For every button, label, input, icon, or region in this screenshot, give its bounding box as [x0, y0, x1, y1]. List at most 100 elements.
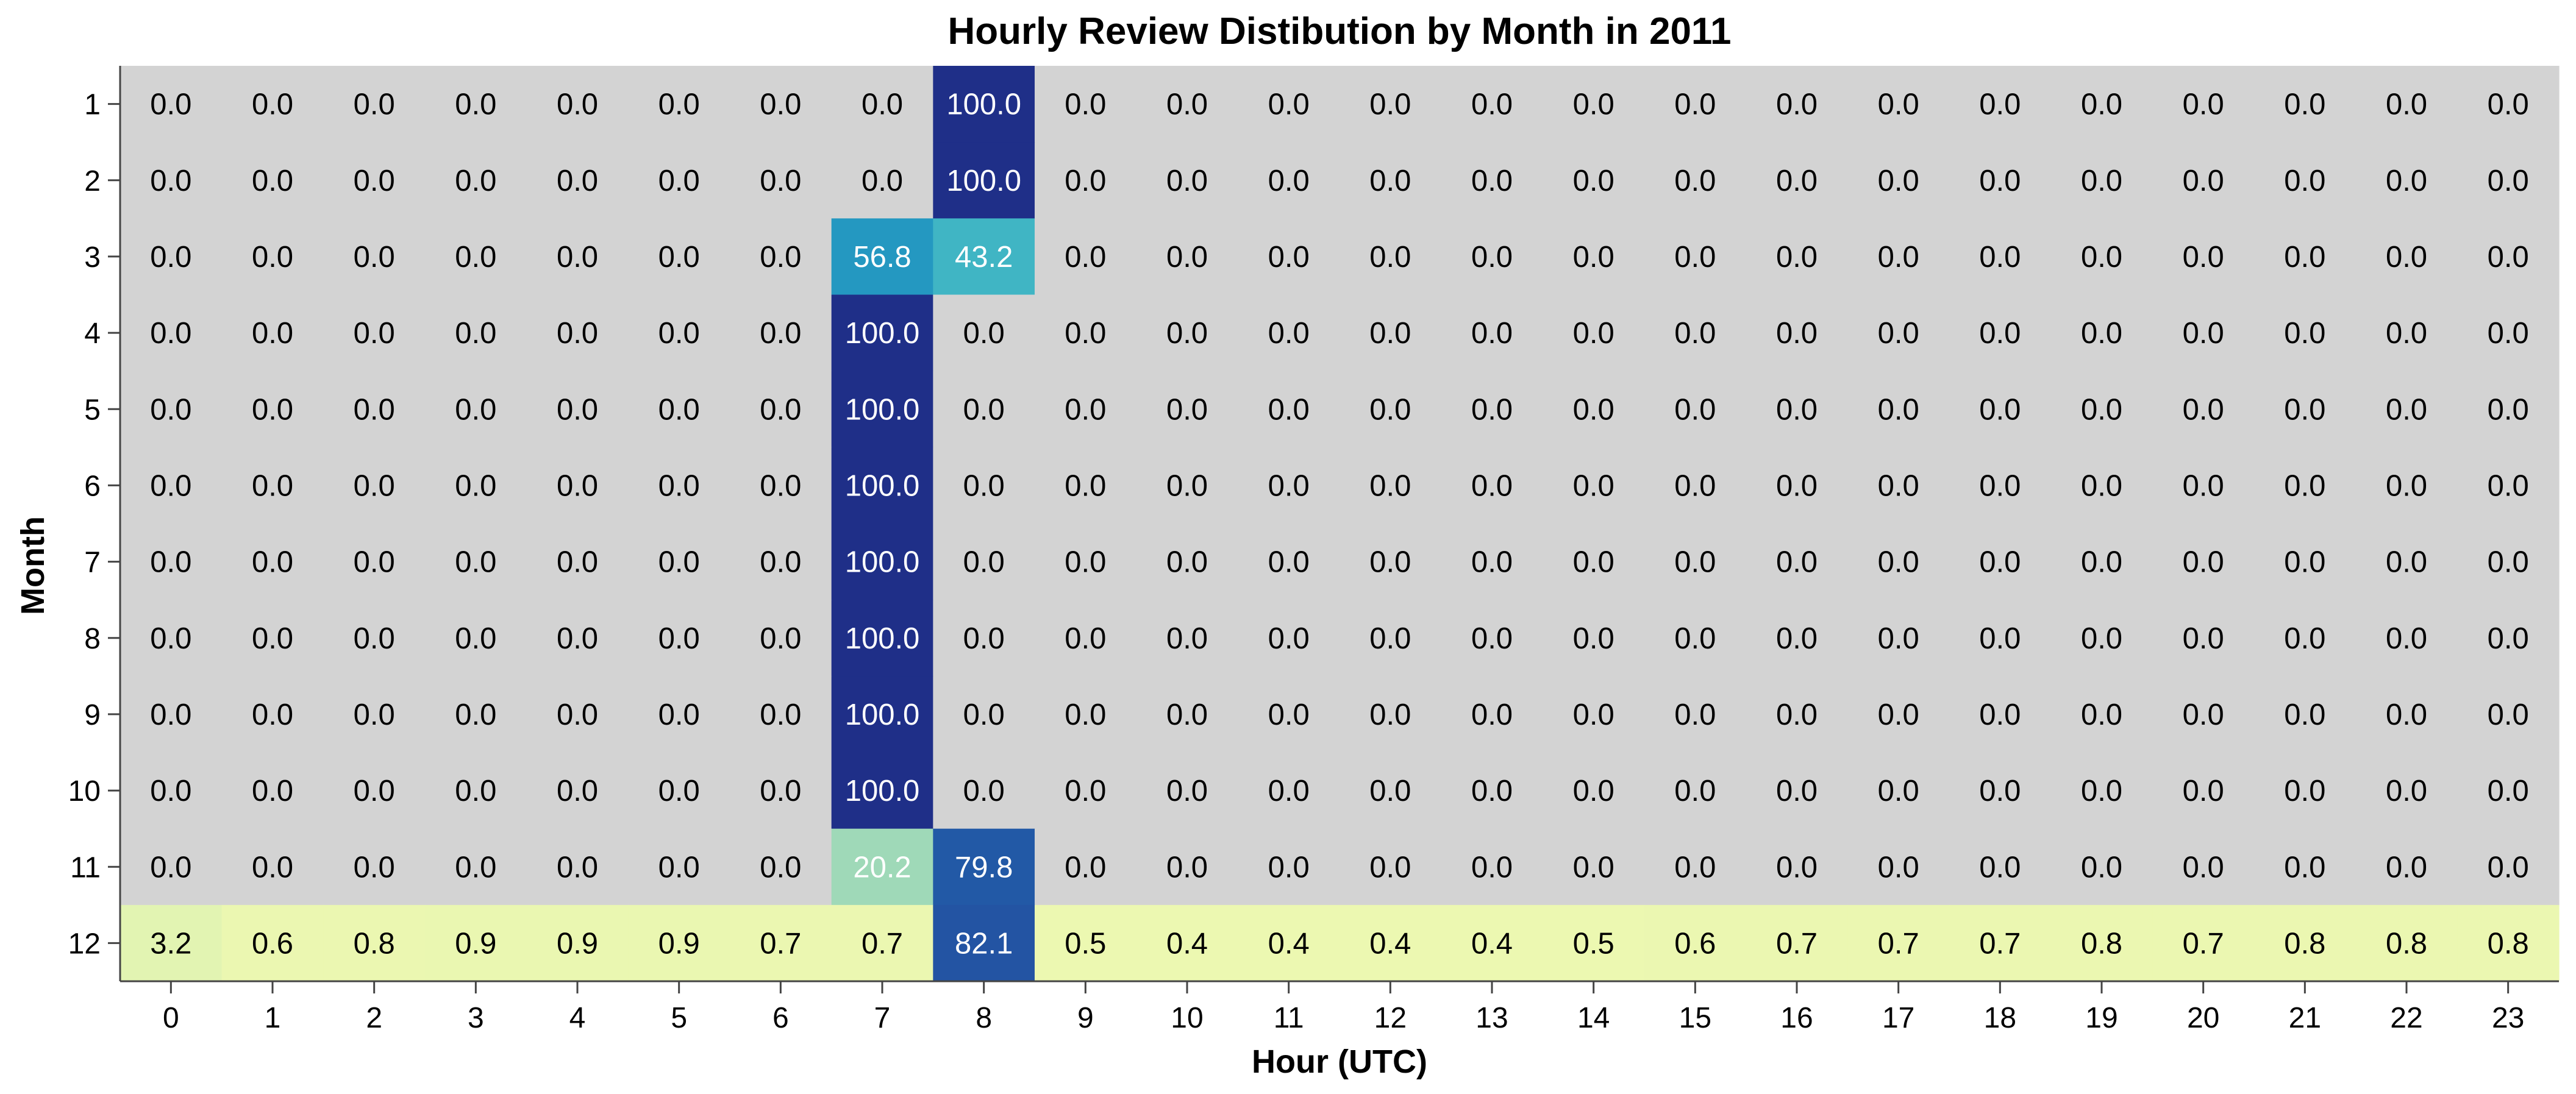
- heatmap-cell: [1238, 294, 1340, 372]
- heatmap-cell: [1644, 828, 1747, 906]
- cell-value-label: 0.0: [1979, 393, 2021, 426]
- heatmap-cell: [1847, 676, 1950, 753]
- cell-value-label: 0.0: [658, 317, 700, 350]
- heatmap-cell: [1543, 294, 1645, 372]
- cell-value-label: 0.0: [760, 317, 801, 350]
- heatmap-cell: [2254, 524, 2357, 600]
- heatmap-cell: [1035, 600, 1137, 677]
- cell-value-label: 0.0: [1166, 698, 1208, 731]
- heatmap-cell: [425, 904, 527, 982]
- cell-value-label: 0.0: [658, 698, 700, 731]
- cell-value-label: 0.0: [2488, 622, 2529, 655]
- cell-value-label: 0.0: [2081, 698, 2122, 731]
- cell-value-label: 0.0: [557, 851, 598, 884]
- heatmap-cell: [1847, 294, 1950, 372]
- heatmap-cell: [1746, 676, 1848, 753]
- heatmap-cell: [1949, 828, 2052, 906]
- heatmap-cell: [1746, 752, 1848, 829]
- cell-value-label: 0.0: [150, 241, 191, 274]
- heatmap-cell: [730, 524, 832, 600]
- cell-value-label: 0.0: [2488, 393, 2529, 426]
- cell-value-label: 0.0: [1878, 88, 1919, 121]
- heatmap-cell: [526, 218, 629, 296]
- x-tick-label: 22: [2390, 1002, 2422, 1034]
- cell-value-label: 0.0: [2183, 775, 2224, 808]
- cell-value-label: 0.0: [862, 165, 903, 197]
- cell-value-label: 100.0: [946, 165, 1021, 197]
- cell-value-label: 0.0: [2386, 469, 2427, 502]
- heatmap-cell: [221, 676, 324, 753]
- cell-value-label: 0.0: [760, 165, 801, 197]
- cell-value-label: 0.0: [455, 88, 496, 121]
- heatmap-cell: [425, 371, 527, 448]
- heatmap-cell: [526, 600, 629, 677]
- cell-value-label: 56.8: [853, 241, 911, 274]
- cell-value-label: 0.0: [2386, 698, 2427, 731]
- heatmap-cells: 0.0 0.0 0.0 0.0 0.0 0.0 0.0 0.0 100.0 0.0 0.0 0.0 0.…: [120, 66, 2560, 982]
- heatmap-cell: [425, 142, 527, 219]
- heatmap-cell: [1035, 294, 1137, 372]
- cell-value-label: 0.0: [1268, 317, 1310, 350]
- heatmap-cell: [628, 218, 730, 296]
- heatmap-cell: [221, 904, 324, 982]
- cell-value-label: 0.0: [1369, 393, 1411, 426]
- cell-value-label: 0.0: [1268, 165, 1310, 197]
- heatmap-cell: [831, 752, 933, 829]
- heatmap-cell: [2457, 524, 2560, 600]
- heatmap-cell: [831, 524, 933, 600]
- cell-value-label: 0.0: [455, 622, 496, 655]
- cell-value-label: 0.0: [557, 622, 598, 655]
- heatmap-cell: [2254, 294, 2357, 372]
- cell-value-label: 43.2: [955, 241, 1013, 274]
- cell-value-label: 0.0: [1268, 393, 1310, 426]
- cell-value-label: 0.0: [354, 317, 395, 350]
- heatmap-cell: [120, 447, 223, 524]
- cell-value-label: 0.0: [150, 546, 191, 579]
- cell-value-label: 0.0: [2284, 241, 2325, 274]
- heatmap-cell: [831, 294, 933, 372]
- cell-value-label: 0.0: [2183, 546, 2224, 579]
- heatmap-cell: [1340, 676, 1442, 753]
- cell-value-label: 0.0: [1471, 622, 1513, 655]
- cell-value-label: 0.0: [2183, 469, 2224, 502]
- heatmap-cell: [425, 676, 527, 753]
- cell-value-label: 0.0: [2081, 88, 2122, 121]
- cell-value-label: 0.0: [1573, 698, 1614, 731]
- cell-value-label: 100.0: [845, 622, 920, 655]
- heatmap-cell: [1441, 294, 1543, 372]
- heatmap-cell: [831, 447, 933, 524]
- heatmap-cell: [526, 294, 629, 372]
- heatmap-cell: [1441, 524, 1543, 600]
- x-tick-label: 16: [1780, 1002, 1813, 1034]
- heatmap-cell: [730, 447, 832, 524]
- cell-value-label: 0.0: [1878, 622, 1919, 655]
- cell-value-label: 0.0: [557, 317, 598, 350]
- cell-value-label: 0.0: [2183, 622, 2224, 655]
- heatmap-cell: [526, 904, 629, 982]
- cell-value-label: 0.0: [1065, 698, 1106, 731]
- cell-value-label: 0.0: [1674, 393, 1716, 426]
- heatmap-cell: [1543, 600, 1645, 677]
- cell-value-label: 0.0: [1471, 546, 1513, 579]
- heatmap-cell: [1949, 676, 2052, 753]
- heatmap-cell: [1340, 66, 1442, 143]
- heatmap-cell: [2152, 676, 2255, 753]
- heatmap-cell: [2457, 600, 2560, 677]
- y-tick-label: 11: [70, 851, 101, 884]
- heatmap-cell: [526, 371, 629, 448]
- cell-value-label: 0.0: [2183, 851, 2224, 884]
- heatmap-cell: [1543, 828, 1645, 906]
- heatmap-cell: [323, 676, 426, 753]
- heatmap-cell: [730, 294, 832, 372]
- cell-value-label: 0.0: [963, 775, 1005, 808]
- heatmap-cell: [425, 447, 527, 524]
- heatmap-cell: [2152, 294, 2255, 372]
- cell-value-label: 0.0: [2284, 469, 2325, 502]
- heatmap-cell: [2254, 676, 2357, 753]
- cell-value-label: 0.0: [2183, 393, 2224, 426]
- heatmap-cell: [1136, 676, 1238, 753]
- cell-value-label: 0.0: [354, 546, 395, 579]
- y-tick-label: 10: [68, 775, 101, 808]
- heatmap-cell: [831, 218, 933, 296]
- cell-value-label: 0.9: [658, 927, 700, 960]
